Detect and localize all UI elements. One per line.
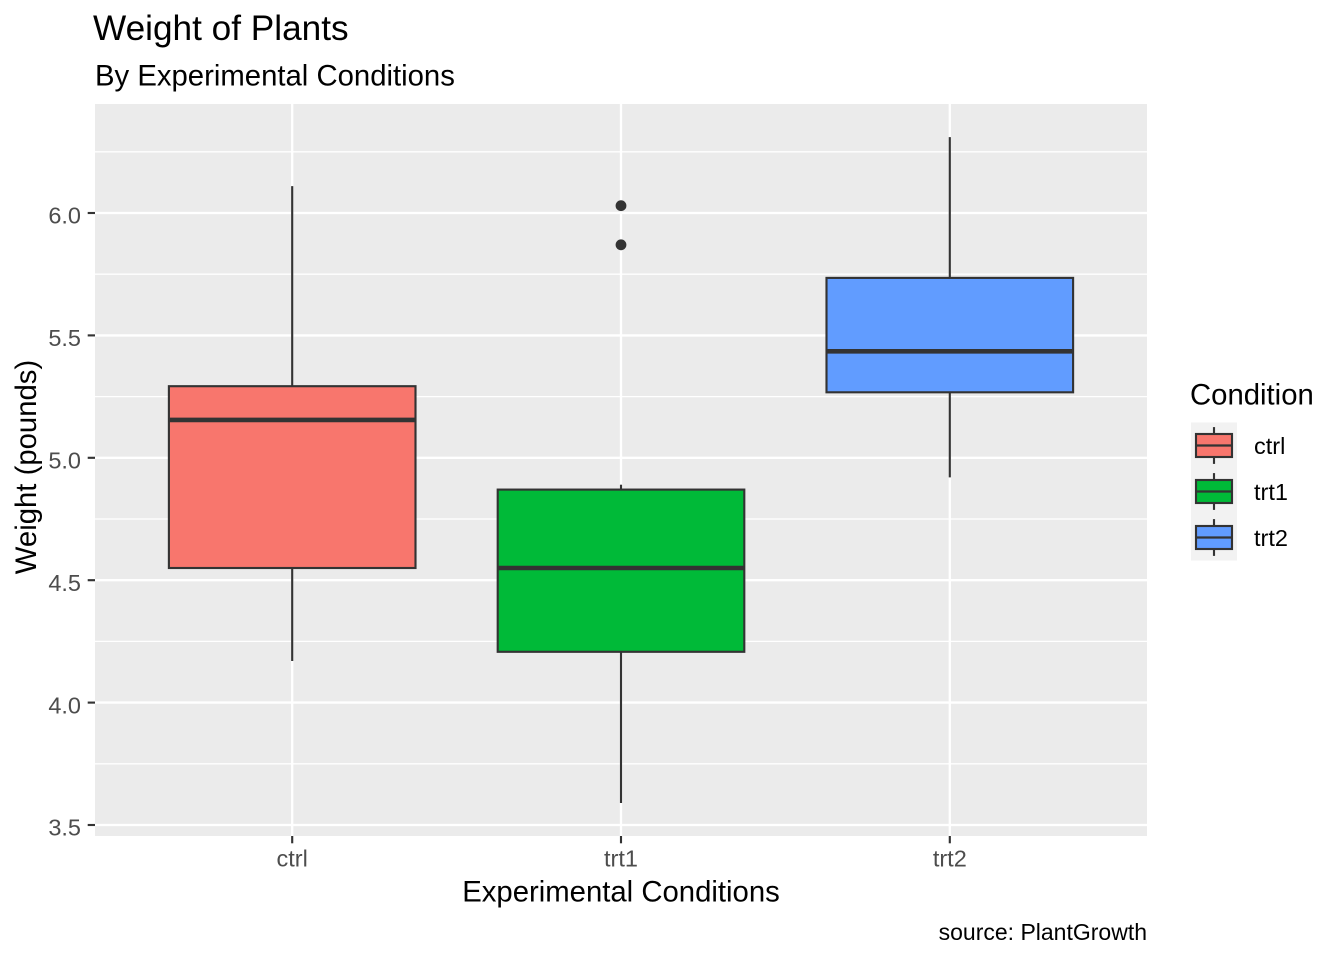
svg-text:ctrl: ctrl <box>1254 433 1285 459</box>
svg-text:trt2: trt2 <box>933 845 967 871</box>
svg-text:ctrl: ctrl <box>277 845 308 871</box>
svg-text:5.5: 5.5 <box>48 325 81 351</box>
svg-text:trt1: trt1 <box>604 845 638 871</box>
svg-text:4.5: 4.5 <box>48 570 81 596</box>
svg-text:trt1: trt1 <box>1254 479 1288 505</box>
svg-text:Experimental Conditions: Experimental Conditions <box>462 875 780 908</box>
svg-text:Condition: Condition <box>1190 379 1314 412</box>
svg-text:Weight of Plants: Weight of Plants <box>93 9 349 48</box>
svg-text:4.0: 4.0 <box>48 692 81 718</box>
svg-text:3.5: 3.5 <box>48 815 81 841</box>
svg-text:6.0: 6.0 <box>48 203 81 229</box>
svg-text:5.0: 5.0 <box>48 448 81 474</box>
svg-text:trt2: trt2 <box>1254 525 1288 551</box>
svg-text:Weight (pounds): Weight (pounds) <box>10 360 43 574</box>
svg-text:source: PlantGrowth: source: PlantGrowth <box>939 919 1147 945</box>
svg-text:By Experimental Conditions: By Experimental Conditions <box>95 60 455 93</box>
